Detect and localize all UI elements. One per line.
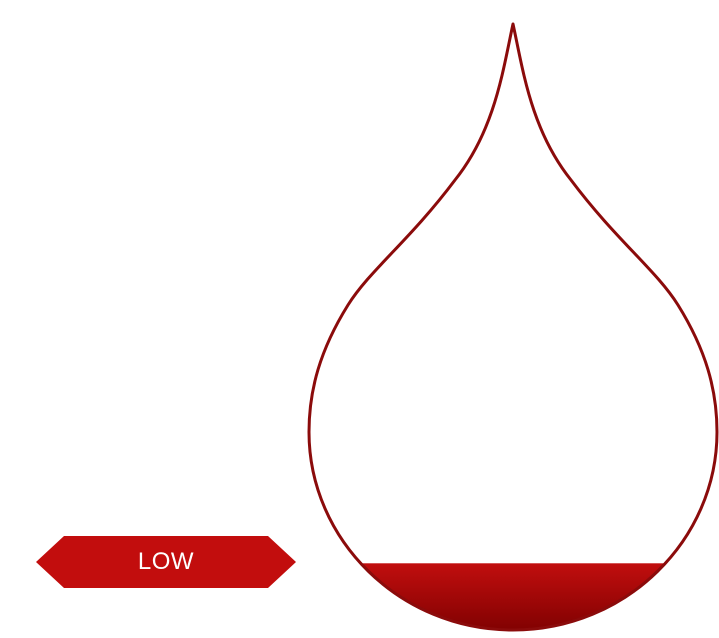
drop-gauge-svg bbox=[307, 22, 719, 632]
level-badge: LOW bbox=[36, 536, 296, 588]
drop-outline bbox=[307, 22, 719, 632]
level-badge-shape bbox=[36, 536, 296, 588]
drop-gauge bbox=[300, 14, 719, 638]
level-label: LOW bbox=[137, 548, 195, 575]
